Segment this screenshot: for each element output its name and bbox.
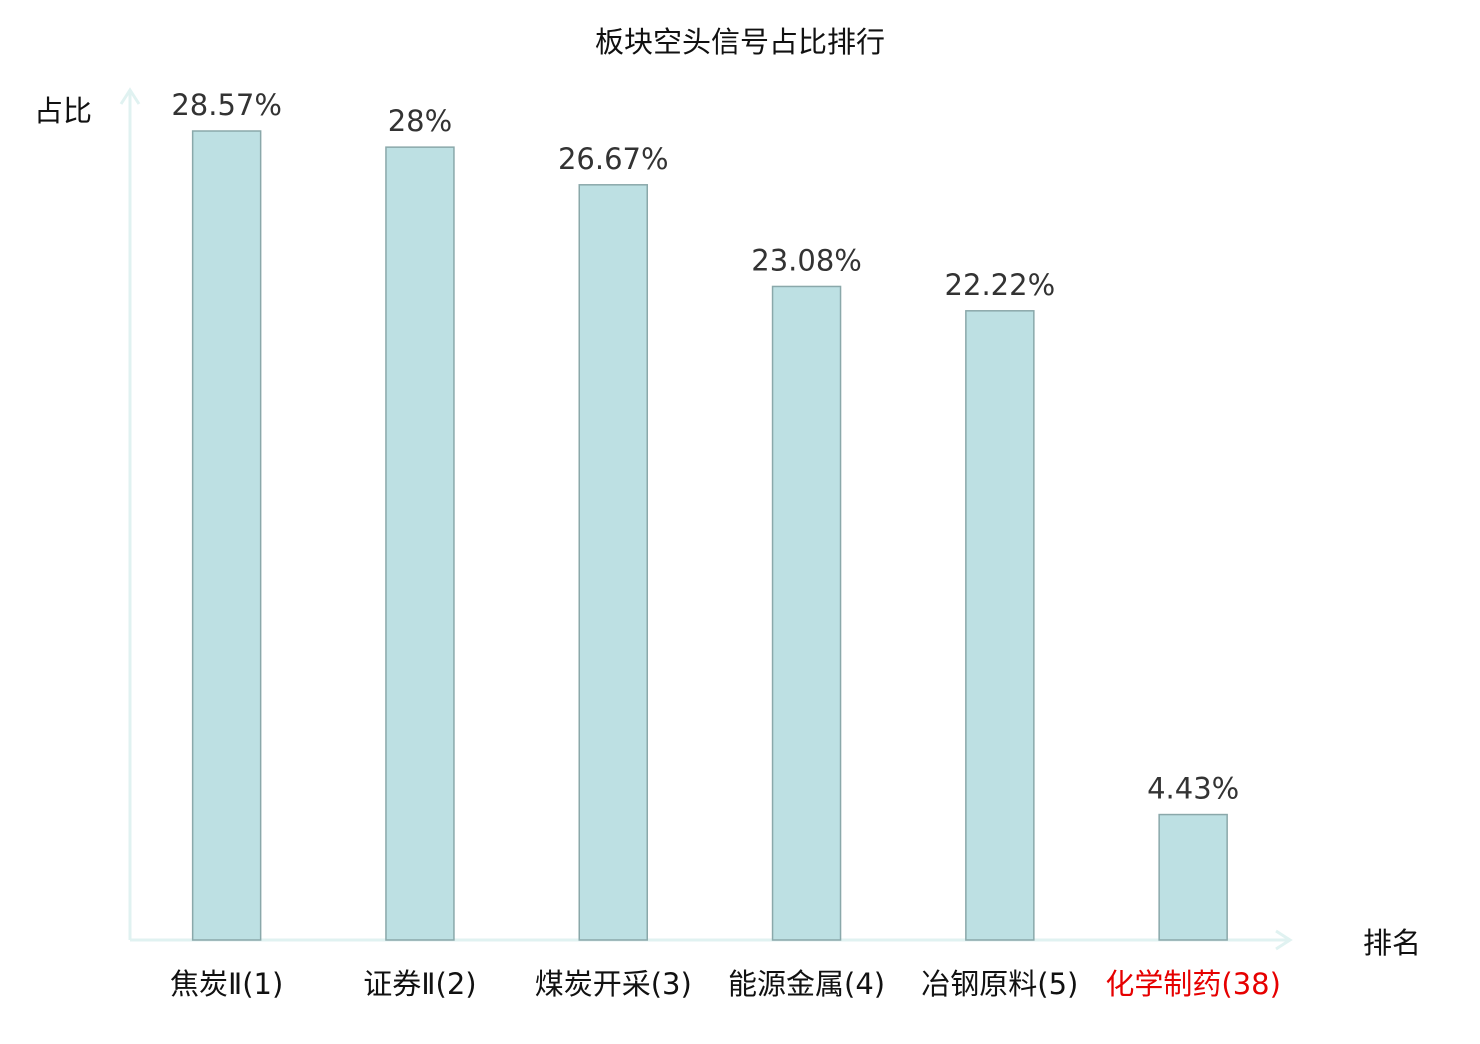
bar-value-label: 22.22% (945, 268, 1056, 302)
bars-group: 28.57% 焦炭Ⅱ(1) 28% 证券Ⅱ(2) 26.67% 煤炭开采(3) 23.08%… (170, 88, 1281, 1001)
x-tick-label: 冶钢原料(5) (921, 967, 1078, 1001)
axes (119, 87, 1293, 951)
bar (191, 130, 262, 941)
bar (578, 184, 648, 941)
x-axis-label: 排名 (1363, 926, 1421, 960)
bar-value-label: 26.67% (558, 142, 669, 176)
bar (965, 310, 1035, 941)
bar-value-label: 4.43% (1147, 772, 1239, 806)
x-tick-label: 化学制药(38) (1105, 967, 1281, 1001)
bar (1158, 813, 1228, 941)
bar (385, 146, 455, 941)
bar (771, 285, 842, 941)
chart-title: 板块空头信号占比排行 (595, 25, 885, 59)
x-tick-label: 煤炭开采(3) (535, 967, 692, 1001)
bar-value-label: 23.08% (751, 243, 862, 277)
y-axis-label: 占比 (34, 94, 92, 128)
x-tick-label: 证券Ⅱ(2) (363, 967, 476, 1001)
y-axis-arrow (119, 87, 141, 105)
bar-value-label: 28% (388, 104, 452, 138)
x-axis-arrow (1275, 929, 1293, 951)
x-tick-label: 能源金属(4) (728, 967, 885, 1001)
x-tick-label: 焦炭Ⅱ(1) (170, 967, 283, 1001)
bar-value-label: 28.57% (171, 88, 282, 122)
